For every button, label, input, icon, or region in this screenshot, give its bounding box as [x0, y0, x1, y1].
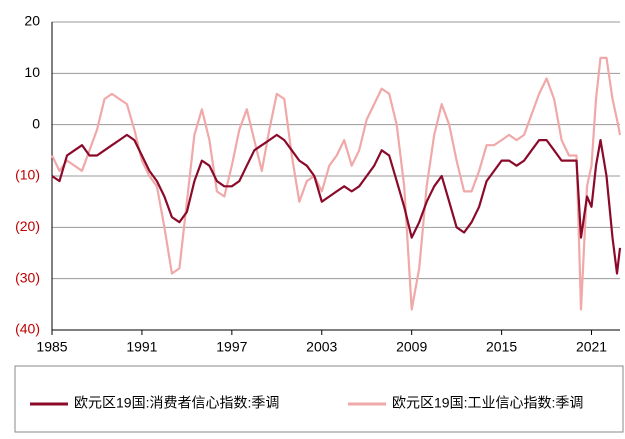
y-tick-label: (20)	[15, 218, 40, 234]
legend-label: 欧元区19国:工业信心指数:季调	[392, 395, 583, 411]
legend-box	[14, 365, 624, 433]
legend-label: 欧元区19国:消费者信心指数:季调	[74, 395, 279, 411]
x-tick-label: 1991	[126, 339, 157, 355]
y-tick-label: 0	[32, 115, 40, 131]
series-line	[51, 56, 622, 311]
x-tick-label: 2021	[576, 339, 607, 355]
x-tick-label: 2009	[396, 339, 427, 355]
x-tick-label: 2015	[486, 339, 517, 355]
y-tick-label: 20	[24, 13, 40, 29]
y-tick-label: (30)	[15, 269, 40, 285]
x-tick-label: 1997	[216, 339, 247, 355]
series-line	[51, 133, 622, 275]
y-tick-label: (10)	[15, 167, 40, 183]
y-tick-label: (40)	[15, 321, 40, 337]
x-tick-label: 1985	[36, 339, 67, 355]
y-tick-label: 10	[24, 64, 40, 80]
x-tick-label: 2003	[306, 339, 337, 355]
